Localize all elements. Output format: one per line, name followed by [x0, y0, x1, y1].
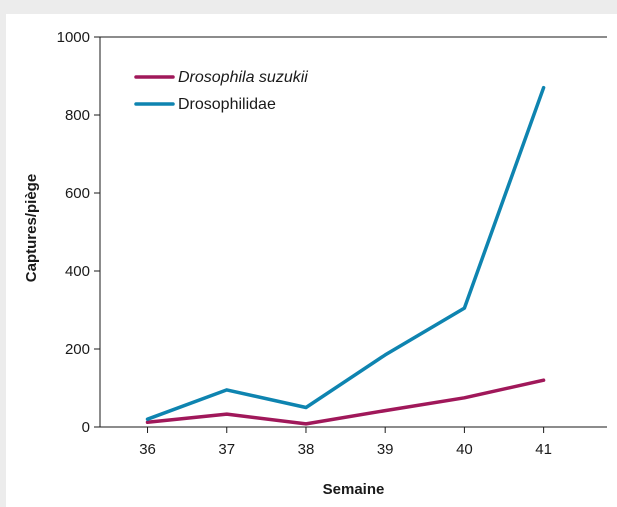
y-tick-label: 400 [65, 263, 90, 280]
y-axis-title: Captures/piège [23, 174, 40, 282]
series-line-2 [145, 85, 546, 421]
x-tick-label: 39 [377, 441, 394, 458]
series-line-1 [145, 378, 546, 426]
x-tick-label: 37 [218, 441, 235, 458]
x-tick-label: 40 [456, 441, 473, 458]
chart-panel: 0 200 400 600 800 1000 36 37 38 39 40 41 Drosophila… [6, 14, 617, 507]
x-tick-label: 36 [139, 441, 156, 458]
axes: 0 200 400 600 800 1000 36 37 38 39 40 41 [57, 29, 607, 458]
series-layer [145, 85, 546, 426]
x-tick-label: 41 [535, 441, 552, 458]
y-tick-label: 0 [82, 419, 90, 436]
y-tick-label: 1000 [57, 29, 90, 46]
x-tick-label: 38 [298, 441, 315, 458]
legend: Drosophila suzukii Drosophilidae [134, 69, 308, 113]
y-tick-label: 800 [65, 107, 90, 124]
legend-label-2: Drosophilidae [178, 96, 276, 113]
line-chart: 0 200 400 600 800 1000 36 37 38 39 40 41 Drosophila… [23, 29, 607, 498]
y-tick-label: 600 [65, 185, 90, 202]
legend-label-1: Drosophila suzukii [178, 69, 308, 86]
y-tick-label: 200 [65, 341, 90, 358]
x-axis-title: Semaine [323, 481, 385, 498]
